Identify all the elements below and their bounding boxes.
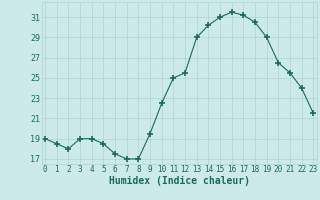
X-axis label: Humidex (Indice chaleur): Humidex (Indice chaleur) [109,176,250,186]
